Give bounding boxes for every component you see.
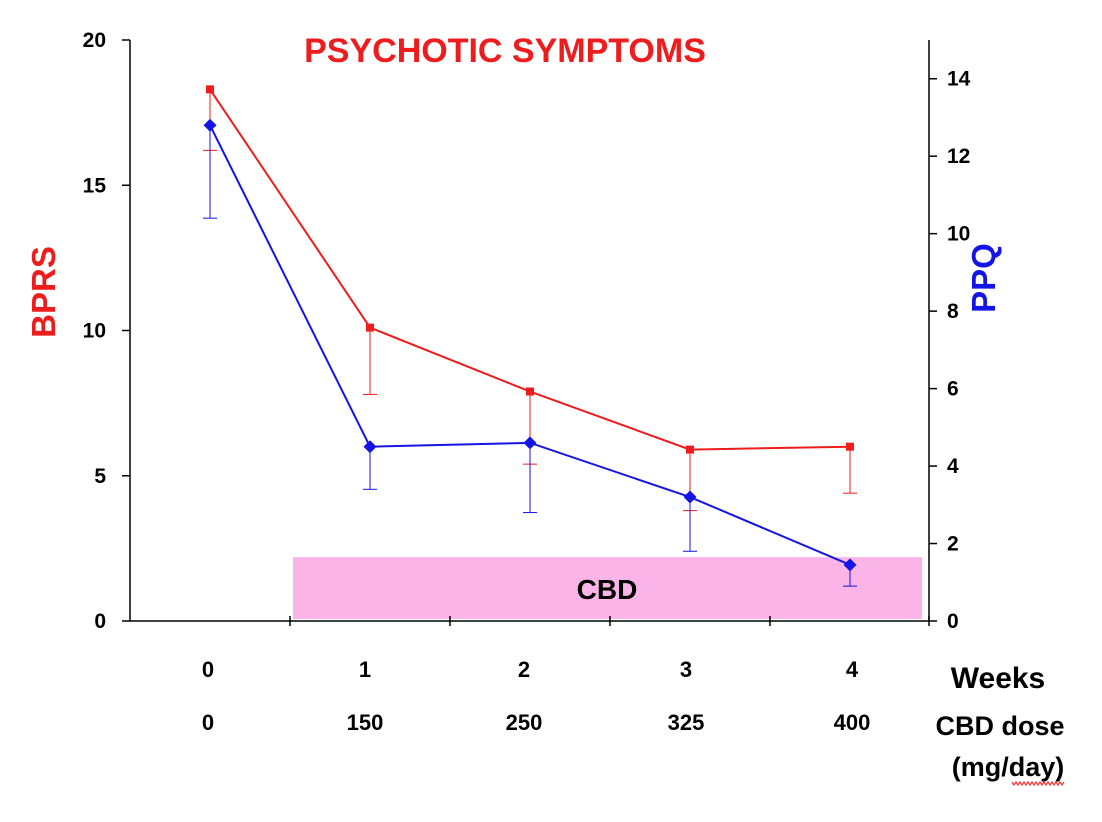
bprs-data-point (846, 442, 854, 451)
y-left-tick-label: 20 (83, 29, 106, 52)
bprs-data-point (686, 445, 694, 454)
dose-label: 0 (202, 710, 214, 735)
ppq-data-point (683, 490, 697, 504)
dose-label: 150 (347, 710, 384, 735)
dose-label: 250 (506, 710, 543, 735)
y-axis-right-ticks: 0 2 4 6 8 10 12 14 (929, 68, 971, 633)
y-axis-left-ticks: 0 5 10 15 20 (83, 29, 130, 633)
y-right-tick-label: 14 (947, 68, 971, 91)
dose-label: 325 (668, 710, 705, 735)
week-labels: 0 1 2 3 4 (202, 657, 859, 682)
spellcheck-underline (1011, 780, 1065, 787)
y-left-tick-label: 5 (94, 465, 106, 488)
bprs-data-point (526, 387, 534, 396)
cbd-band-label: CBD (577, 574, 638, 605)
week-label: 1 (359, 657, 371, 682)
ppq-data-point (203, 118, 217, 132)
y2-axis-label: PPQ (965, 243, 1002, 313)
cbd-band (293, 557, 922, 619)
y-right-tick-label: 4 (947, 455, 959, 478)
chart-title: PSYCHOTIC SYMPTOMS (304, 32, 706, 70)
week-label: 0 (202, 657, 214, 682)
week-label: 3 (680, 657, 692, 682)
ppq-data-point (363, 440, 377, 454)
ppq-data-point (523, 436, 537, 450)
series-layer (203, 85, 857, 587)
dose-axis-label: CBD dose (935, 711, 1064, 741)
y-axis-label: BPRS (25, 246, 62, 338)
y-right-tick-label: 8 (947, 300, 959, 323)
week-label: 4 (846, 657, 859, 682)
bprs-data-point (206, 85, 214, 94)
dose-labels: 0 150 250 325 400 (202, 710, 870, 735)
x-axis-label: Weeks (951, 662, 1046, 695)
y-left-tick-label: 15 (83, 174, 107, 197)
y-right-tick-label: 0 (947, 610, 959, 633)
y-left-tick-label: 10 (83, 320, 106, 343)
week-label: 2 (518, 657, 530, 682)
ppq-data-point (843, 558, 857, 572)
dose-axis-unit: (mg/day) (952, 752, 1065, 782)
y-right-tick-label: 12 (947, 145, 970, 168)
bprs-data-point (366, 323, 374, 332)
y-left-tick-label: 0 (94, 610, 106, 633)
y-right-tick-label: 2 (947, 533, 959, 556)
y-right-tick-label: 10 (947, 223, 970, 246)
x-axis-ticks (289, 616, 930, 626)
y-right-tick-label: 6 (947, 378, 959, 401)
dose-label: 400 (834, 710, 871, 735)
